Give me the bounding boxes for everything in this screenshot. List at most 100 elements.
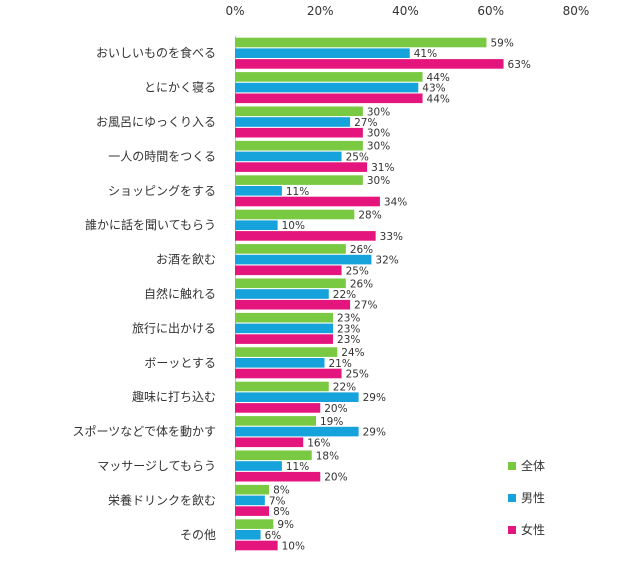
x-axis-ticks: 0% 20% 40% 60% 80% [225, 4, 589, 18]
x-tick-label: 20% [307, 4, 334, 18]
x-tick-label: 40% [392, 4, 419, 18]
legend-swatch [508, 526, 516, 534]
bar [235, 186, 282, 196]
bar [235, 254, 372, 265]
bar [235, 127, 363, 138]
bars [235, 37, 504, 551]
category-label: 旅行に出かける [132, 321, 216, 335]
bar [235, 151, 342, 162]
bar [235, 48, 410, 58]
data-label: 59% [490, 38, 513, 50]
data-label: 20% [324, 403, 347, 415]
data-label: 8% [273, 506, 290, 518]
category-label: お酒を飲む [156, 252, 216, 267]
bar [235, 471, 321, 482]
data-label: 26% [350, 244, 373, 256]
category-label: 一人の時間をつくる [108, 149, 216, 163]
legend-swatch [508, 462, 516, 470]
data-label: 44% [427, 72, 450, 84]
category-label: マッサージしてもらう [97, 459, 216, 473]
data-label: 22% [333, 289, 356, 301]
bar [235, 72, 423, 82]
data-label: 32% [375, 255, 398, 267]
legend-label: 男性 [521, 491, 545, 505]
bar [235, 358, 325, 368]
bar [235, 93, 423, 104]
bar [235, 347, 338, 357]
data-labels: 59%41%63%44%43%44%30%27%30%30%25%31%30%1… [265, 38, 531, 553]
bar [235, 450, 312, 461]
bar [235, 162, 368, 172]
data-label: 27% [354, 300, 377, 312]
bar [235, 289, 329, 299]
data-label: 30% [367, 106, 390, 118]
bar [235, 312, 334, 323]
bar [235, 37, 487, 48]
bar [235, 231, 376, 241]
data-label: 9% [277, 519, 294, 531]
bar [235, 244, 346, 254]
data-label: 25% [346, 265, 369, 277]
data-label: 7% [269, 495, 286, 507]
legend-label: 全体 [521, 458, 545, 473]
data-label: 22% [333, 382, 356, 394]
data-label: 25% [346, 151, 369, 163]
bar [235, 334, 334, 344]
data-label: 23% [337, 323, 360, 335]
category-label: スポーツなどで体を動かす [72, 425, 216, 439]
data-label: 31% [371, 162, 394, 174]
category-labels: おいしいものを食べるとにかく寝るお風呂にゆっくり入る一人の時間をつくるショッピン… [72, 45, 216, 542]
bar [235, 59, 504, 69]
x-tick-label: 80% [563, 4, 590, 18]
category-label: その他 [180, 528, 216, 542]
data-label: 23% [337, 313, 360, 325]
data-label: 11% [286, 186, 309, 198]
data-label: 11% [286, 461, 309, 473]
bar [235, 175, 363, 185]
x-tick-label: 0% [225, 4, 244, 18]
data-label: 6% [265, 530, 282, 542]
bar [235, 437, 304, 448]
data-label: 33% [380, 231, 403, 243]
bar [235, 209, 355, 220]
bar [235, 381, 329, 392]
category-label: ボーッとする [144, 356, 216, 370]
bar [235, 519, 274, 529]
data-label: 30% [367, 128, 390, 140]
bar [235, 117, 351, 127]
data-label: 19% [320, 416, 343, 428]
bar [235, 416, 316, 426]
x-tick-label: 60% [477, 4, 504, 18]
bar [235, 140, 363, 151]
data-label: 24% [341, 347, 364, 359]
bar [235, 484, 270, 495]
category-label: ショッピングをする [108, 184, 216, 198]
data-label: 30% [367, 141, 390, 153]
data-label: 41% [414, 48, 437, 60]
data-label: 25% [346, 369, 369, 381]
data-label: 29% [363, 392, 386, 404]
data-label: 27% [354, 117, 377, 129]
data-label: 16% [307, 437, 330, 449]
category-label: とにかく寝る [144, 80, 216, 95]
data-label: 63% [508, 59, 531, 71]
bar [235, 530, 261, 540]
bar [235, 278, 346, 289]
bar [235, 461, 282, 471]
data-label: 10% [282, 220, 305, 232]
bar [235, 426, 359, 437]
category-label: 趣味に打ち込む [132, 389, 216, 404]
category-label: お風呂にゆっくり入る [96, 115, 216, 129]
data-label: 10% [282, 541, 305, 553]
bar [235, 196, 380, 207]
bar [235, 392, 359, 402]
bar [235, 506, 270, 516]
data-label: 44% [427, 93, 450, 105]
legend-swatch [508, 494, 516, 502]
data-label: 34% [384, 197, 407, 209]
bar [235, 265, 342, 276]
category-label: おいしいものを食べる [96, 45, 216, 60]
data-label: 28% [358, 210, 381, 222]
